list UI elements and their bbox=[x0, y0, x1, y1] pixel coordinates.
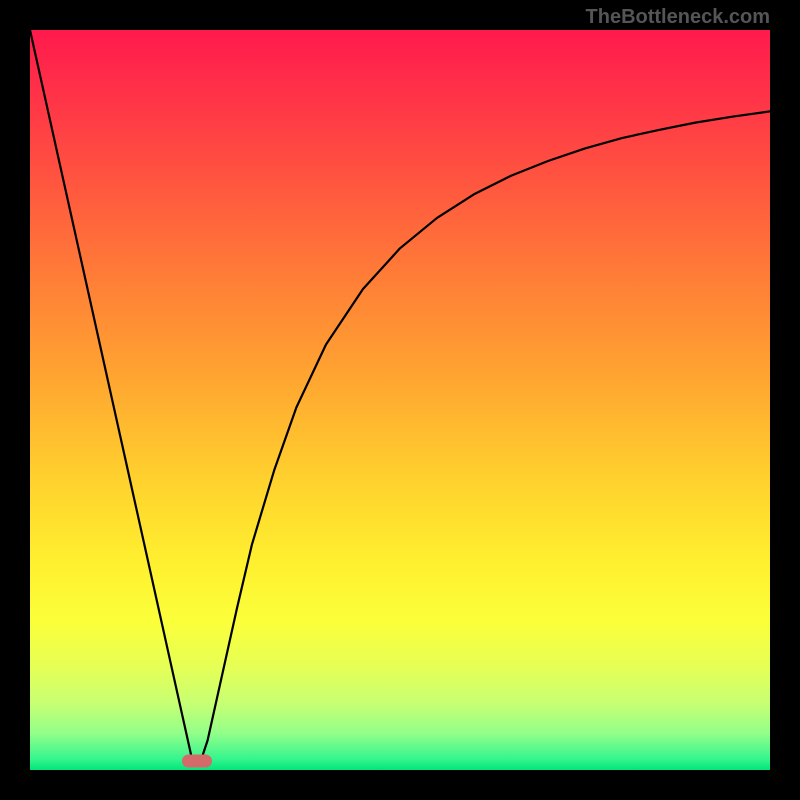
chart-frame: TheBottleneck.com bbox=[0, 0, 800, 800]
minimum-marker bbox=[182, 755, 212, 768]
watermark-text: TheBottleneck.com bbox=[586, 6, 770, 29]
plot-area bbox=[30, 30, 770, 770]
chart-svg bbox=[30, 30, 770, 770]
gradient-background bbox=[30, 30, 770, 770]
